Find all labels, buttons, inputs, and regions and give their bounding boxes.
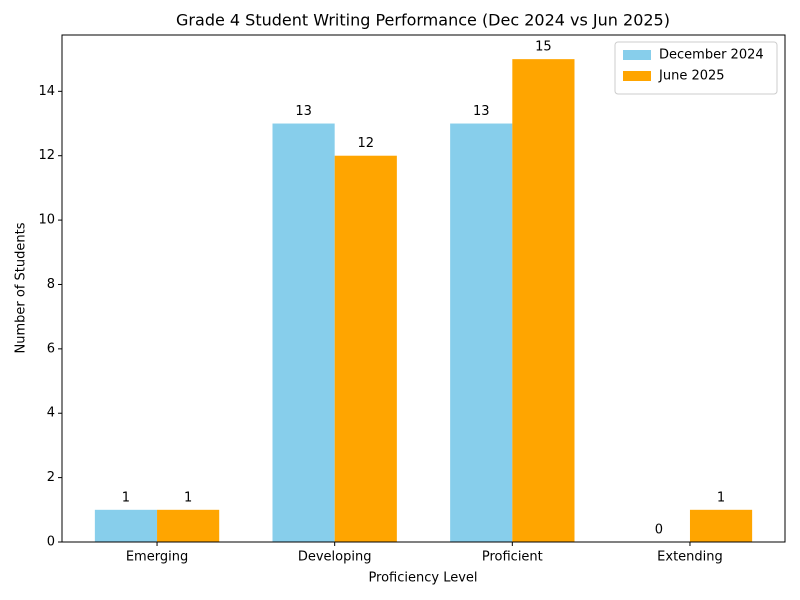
y-tick-label: 8	[47, 277, 55, 292]
x-axis-label: Proficiency Level	[368, 571, 477, 586]
bar	[94, 509, 158, 542]
x-tick-label: Extending	[657, 550, 723, 565]
y-tick-label: 14	[38, 84, 55, 99]
x-tick-label: Proficient	[482, 550, 543, 565]
data-label: 1	[122, 490, 130, 505]
legend: December 2024 June 2025	[614, 41, 778, 95]
bar	[512, 59, 575, 543]
plot-frame	[61, 34, 786, 543]
y-tick-label: 4	[47, 406, 55, 421]
data-label: 12	[357, 136, 374, 151]
legend-label: June 2025	[658, 69, 725, 84]
legend-label: December 2024	[659, 48, 764, 63]
bar	[689, 509, 753, 542]
x-tick-label: Emerging	[126, 550, 188, 565]
y-tick-label: 6	[47, 341, 55, 356]
bar	[450, 123, 513, 543]
bar	[272, 123, 335, 543]
bar	[334, 155, 397, 542]
y-tick-label: 0	[47, 535, 55, 550]
data-label: 1	[184, 490, 192, 505]
legend-swatch	[623, 50, 651, 60]
y-axis-label: Number of Students	[14, 222, 29, 353]
data-label: 13	[473, 104, 490, 119]
y-tick-label: 12	[38, 148, 55, 163]
data-label: 13	[295, 104, 312, 119]
y-tick-label: 10	[38, 213, 55, 228]
data-label: 0	[655, 523, 663, 538]
y-tick-label: 2	[47, 470, 55, 485]
bar	[157, 509, 220, 542]
data-label: 1	[717, 490, 725, 505]
legend-swatch	[623, 71, 651, 81]
x-tick-label: Developing	[298, 550, 372, 565]
legend-frame	[614, 41, 778, 95]
chart-title: Grade 4 Student Writing Performance (Dec…	[176, 11, 670, 30]
data-label: 15	[535, 40, 552, 55]
